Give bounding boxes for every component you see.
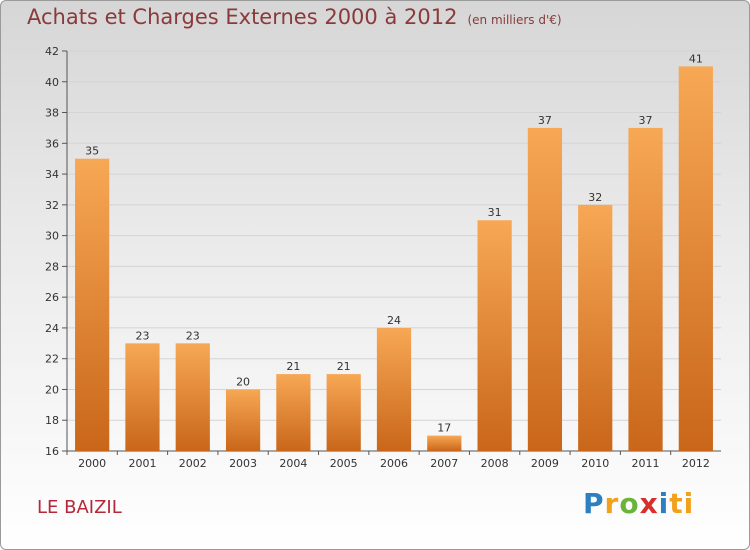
x-tick-label-2006: 2006: [380, 457, 408, 470]
bar-2012: [678, 66, 713, 451]
y-tick-label: 26: [45, 291, 59, 304]
bar-2009: [527, 127, 563, 451]
logo-letter: x: [639, 487, 659, 520]
x-tick-label-2010: 2010: [581, 457, 609, 470]
bar-2000: [75, 158, 110, 451]
data-label-2006: 24: [387, 314, 401, 327]
data-label-2012: 41: [689, 52, 703, 65]
bar-2004: [276, 374, 311, 451]
bar-2006: [376, 327, 412, 451]
chart-title: Achats et Charges Externes 2000 à 2012 (e…: [27, 5, 562, 29]
logo-letter: o: [619, 487, 640, 520]
bar-2003: [225, 389, 261, 451]
bar-2005: [326, 374, 361, 451]
x-tick-label-2005: 2005: [330, 457, 358, 470]
y-tick-label: 40: [45, 76, 59, 89]
y-tick-label: 18: [45, 414, 59, 427]
y-tick-label: 32: [45, 199, 59, 212]
x-tick-label-2002: 2002: [179, 457, 207, 470]
x-tick-label-2001: 2001: [128, 457, 156, 470]
data-label-2002: 23: [186, 329, 200, 342]
proxiti-logo: Proxiti: [583, 487, 694, 520]
axes: 16 18 20 22 24 26 28 30 32 34 36 38 40 42 2000 2001 2002…: [45, 45, 721, 470]
y-tick-label: 42: [45, 45, 59, 58]
y-tick-label: 30: [45, 230, 59, 243]
x-tick-label-2004: 2004: [279, 457, 307, 470]
data-label-2004: 21: [286, 360, 300, 373]
x-tick-label-2008: 2008: [481, 457, 509, 470]
logo-letter: i: [658, 487, 670, 520]
y-tick-label: 24: [45, 322, 59, 335]
y-tick-label: 34: [45, 168, 59, 181]
data-label-2011: 37: [639, 114, 653, 127]
logo-letter: ti: [669, 487, 695, 520]
logo-letter: P: [583, 487, 605, 520]
bar-2008: [477, 220, 512, 451]
x-tick-label-2000: 2000: [78, 457, 106, 470]
y-tick-label: 22: [45, 353, 59, 366]
data-label-2003: 20: [236, 375, 250, 388]
data-label-2000: 35: [85, 145, 99, 158]
data-labels: 35 23 23 20 21 21 24 17 31 37 32 37 41: [85, 52, 703, 434]
bar-2002: [175, 343, 210, 451]
y-tick-label: 28: [45, 260, 59, 273]
data-label-2009: 37: [538, 114, 552, 127]
bar-2001: [125, 343, 160, 451]
chart-subtitle: (en milliers d'€): [467, 13, 562, 27]
bars: [75, 66, 713, 451]
x-tick-label-2007: 2007: [430, 457, 458, 470]
x-tick-label-2012: 2012: [682, 457, 710, 470]
x-tick-label-2003: 2003: [229, 457, 257, 470]
data-label-2001: 23: [135, 329, 149, 342]
x-tick-label-2009: 2009: [531, 457, 559, 470]
logo-letter: r: [604, 487, 620, 520]
bar-2007: [427, 435, 462, 451]
bar-2010: [578, 204, 613, 451]
y-tick-label: 16: [45, 445, 59, 458]
title-text: Achats et Charges Externes 2000 à 2012: [27, 5, 458, 29]
y-tick-label: 20: [45, 383, 59, 396]
y-tick-label: 36: [45, 137, 59, 150]
data-label-2008: 31: [488, 206, 502, 219]
x-tick-label-2011: 2011: [632, 457, 660, 470]
bar-2011: [628, 127, 663, 451]
data-label-2007: 17: [437, 422, 451, 435]
y-tick-label: 38: [45, 107, 59, 120]
commune-name: LE BAIZIL: [37, 497, 122, 518]
data-label-2005: 21: [337, 360, 351, 373]
data-label-2010: 32: [588, 191, 602, 204]
